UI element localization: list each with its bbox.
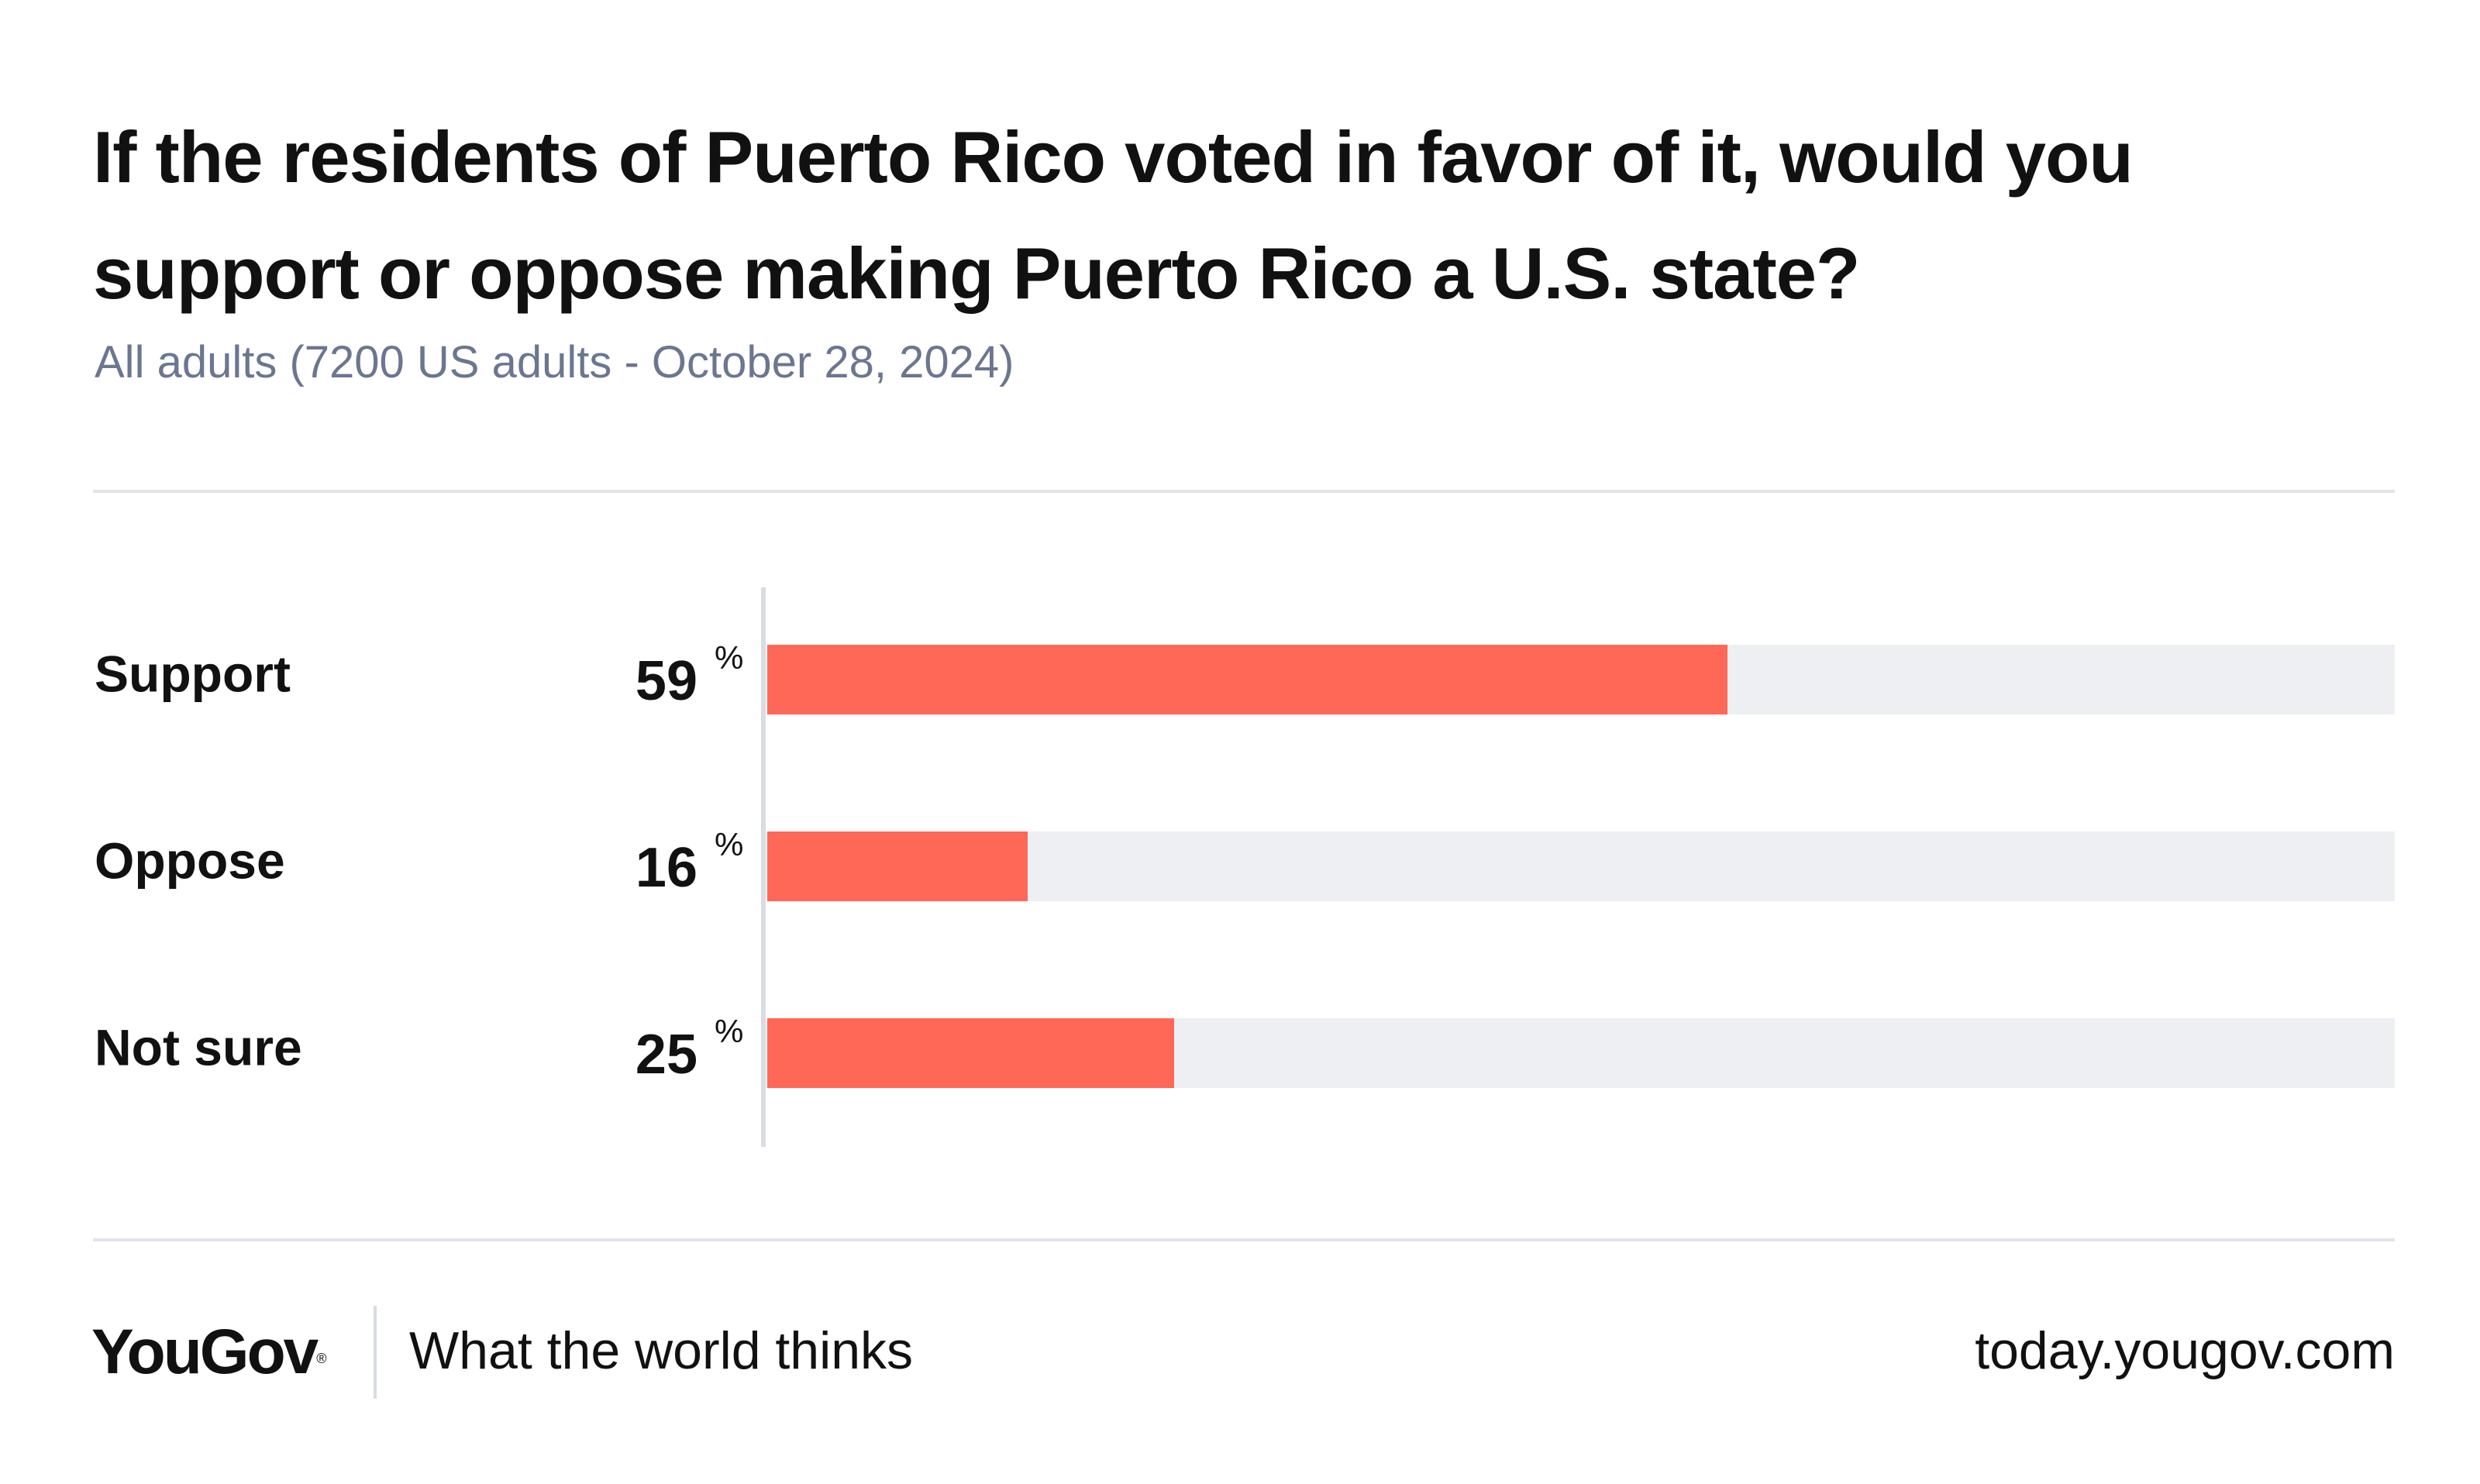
value-label-support: 59 <box>636 650 698 712</box>
value-label-not-sure: 25 <box>636 1024 698 1086</box>
footer-tagline: What the world thinks <box>409 1321 914 1380</box>
chart-subtitle: All adults (7200 US adults - October 28,… <box>95 337 1014 387</box>
registered-mark: ® <box>316 1351 327 1366</box>
chart-title: If the residents of Puerto Rico voted in… <box>93 116 2134 314</box>
unit-label-oppose: % <box>715 826 743 863</box>
unit-label-not-sure: % <box>715 1013 743 1049</box>
logo-text: YouGov <box>91 1317 319 1387</box>
bar-chart: Support 59 % Oppose 16 % Not sure 25% <box>95 587 2395 1147</box>
top-divider <box>93 490 2395 493</box>
bar-oppose <box>767 832 1028 901</box>
category-axis <box>761 587 766 1147</box>
yougov-logo: YouGov® <box>91 1314 327 1391</box>
category-label-oppose: Oppose <box>95 832 285 889</box>
footer-url[interactable]: today.yougov.com <box>1975 1321 2395 1380</box>
bar-track-oppose <box>767 832 2395 901</box>
bottom-divider <box>93 1238 2395 1241</box>
bar-not-sure <box>767 1018 1174 1088</box>
unit-label-support: % <box>715 639 743 676</box>
bar-support <box>767 645 1727 714</box>
category-label-not-sure: Not sure <box>95 1018 302 1076</box>
category-label-support: Support <box>95 645 291 702</box>
value-label-oppose: 16 <box>636 837 698 899</box>
footer-divider <box>374 1306 377 1399</box>
